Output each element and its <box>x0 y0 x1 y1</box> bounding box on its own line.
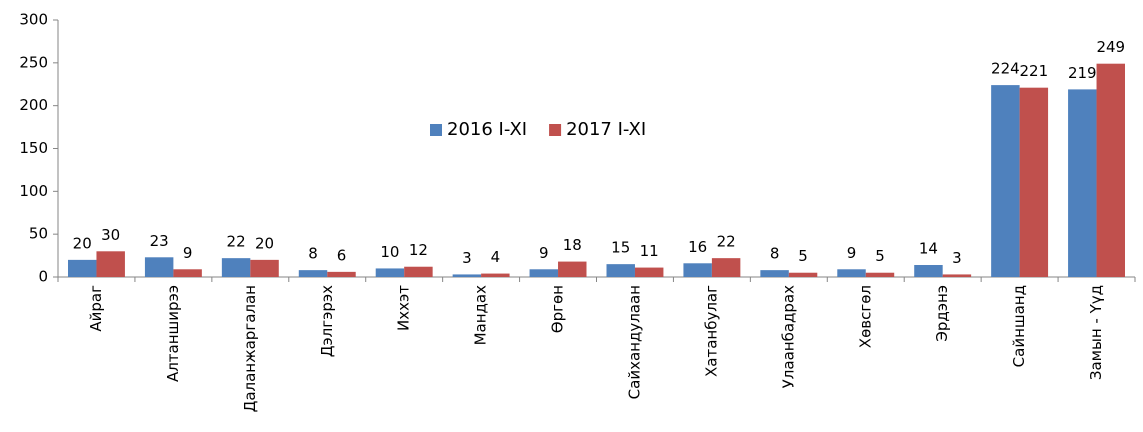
data-label: 22 <box>227 233 246 251</box>
bar <box>529 269 559 277</box>
data-label: 12 <box>409 241 428 259</box>
data-label: 221 <box>1020 62 1049 80</box>
x-tick-label: Эрдэнэ <box>933 285 951 342</box>
data-label: 16 <box>688 238 707 256</box>
data-label: 8 <box>308 245 318 263</box>
data-label: 224 <box>991 60 1020 78</box>
y-tick-label: 250 <box>19 53 48 71</box>
x-tick-label: Хөвсгөл <box>856 285 874 348</box>
y-tick-label: 200 <box>19 96 48 114</box>
x-tick-label: Дэлгэрэх <box>318 285 336 357</box>
bar <box>327 271 356 277</box>
y-tick-label: 50 <box>29 225 48 243</box>
bar <box>865 272 895 277</box>
x-tick-label: Өргөн <box>549 285 567 333</box>
bar <box>788 272 818 277</box>
data-label: 3 <box>462 249 472 267</box>
bar <box>634 267 664 277</box>
bar <box>404 266 433 277</box>
data-label: 219 <box>1068 64 1097 82</box>
x-tick-label: Иххэт <box>395 285 413 331</box>
bar <box>452 274 482 277</box>
data-label: 14 <box>919 240 938 258</box>
data-label: 20 <box>73 234 92 252</box>
bar <box>221 258 251 277</box>
data-label: 8 <box>770 245 780 263</box>
bar <box>760 270 789 277</box>
data-label: 10 <box>380 243 399 261</box>
bar <box>173 269 202 277</box>
bar <box>1068 89 1097 277</box>
x-tick-label: Замын - Үүд <box>1087 285 1105 380</box>
data-label: 5 <box>798 247 808 265</box>
data-label: 4 <box>491 248 501 266</box>
bar <box>991 85 1020 278</box>
bar <box>558 261 587 277</box>
bar <box>96 251 125 277</box>
bar <box>683 263 712 277</box>
bar <box>375 268 405 277</box>
x-tick-label: Даланжаргалан <box>241 285 259 412</box>
y-tick-label: 150 <box>19 139 48 157</box>
data-label: 30 <box>101 226 120 244</box>
data-label: 249 <box>1096 38 1125 56</box>
data-label: 9 <box>847 244 857 262</box>
x-tick-label: Хатанбулаг <box>702 285 720 377</box>
x-tick-label: Мандах <box>472 285 490 346</box>
legend-label: 2016 I-XI <box>447 119 527 140</box>
bar <box>606 264 635 277</box>
data-label: 9 <box>539 244 549 262</box>
bar <box>837 269 866 277</box>
x-tick-label: Сайншанд <box>1010 285 1028 367</box>
bar <box>1019 87 1049 277</box>
bar <box>250 259 279 277</box>
data-label: 18 <box>563 236 582 254</box>
bar <box>298 270 328 277</box>
bar <box>914 265 943 277</box>
bar <box>68 259 97 277</box>
bar <box>942 274 972 277</box>
x-tick-label: Айраг <box>87 285 105 332</box>
bar <box>481 273 510 277</box>
data-label: 3 <box>952 249 962 267</box>
legend-swatch <box>549 124 562 136</box>
y-tick-label: 0 <box>38 268 48 286</box>
data-label: 11 <box>640 242 659 260</box>
x-tick-label: Алтанширээ <box>164 285 182 382</box>
bar <box>144 257 174 277</box>
bar <box>711 258 741 277</box>
bar <box>1096 63 1125 277</box>
data-label: 6 <box>337 246 347 264</box>
data-label: 22 <box>717 233 736 251</box>
data-label: 20 <box>255 234 274 252</box>
legend-swatch <box>430 124 442 136</box>
y-tick-label: 300 <box>19 11 48 29</box>
x-tick-label: Сайхандулаан <box>625 285 643 399</box>
data-label: 15 <box>611 239 630 257</box>
data-label: 23 <box>150 232 169 250</box>
data-label: 5 <box>875 247 885 265</box>
data-label: 9 <box>183 244 193 262</box>
legend-label: 2017 I-XI <box>566 119 646 140</box>
y-tick-label: 100 <box>19 182 48 200</box>
x-tick-label: Улаанбадрах <box>779 285 797 388</box>
